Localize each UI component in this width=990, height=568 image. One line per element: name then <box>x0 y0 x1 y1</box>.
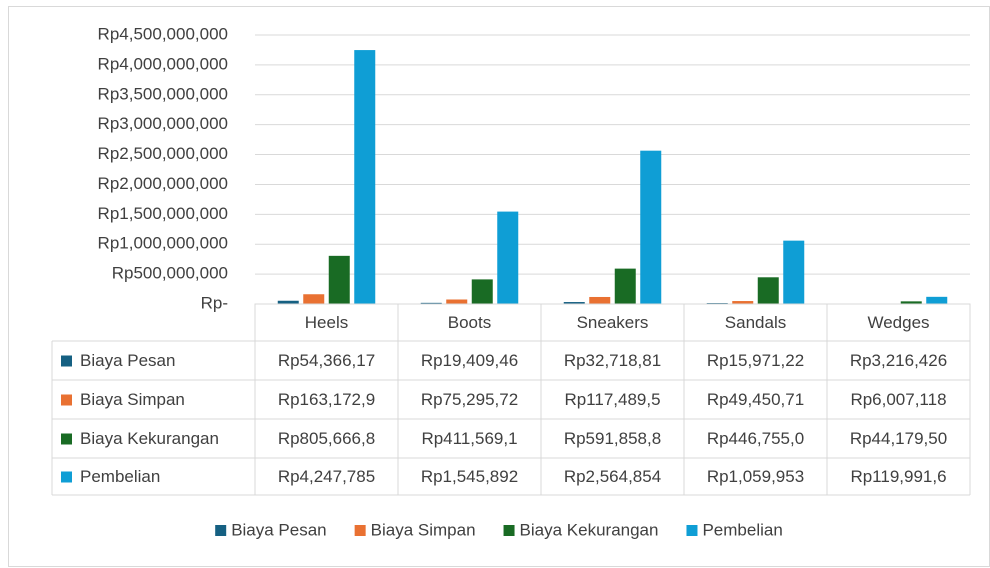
table-value: Rp19,409,46 <box>421 351 518 370</box>
y-tick-label: Rp500,000,000 <box>112 264 228 283</box>
table-value: Rp163,172,9 <box>278 390 375 409</box>
legend-label: Biaya Pesan <box>231 520 326 539</box>
y-tick-label: Rp4,500,000,000 <box>98 24 228 43</box>
table-value: Rp805,666,8 <box>278 429 375 448</box>
x-tick-label: Heels <box>305 313 348 332</box>
bar <box>589 296 611 304</box>
table-value: Rp117,489,5 <box>564 390 660 409</box>
bar <box>614 268 636 304</box>
bar <box>563 302 585 304</box>
y-tick-label: Rp- <box>201 293 228 312</box>
bar <box>732 301 754 304</box>
table-value: Rp6,007,118 <box>850 390 946 409</box>
table-legend-key <box>61 433 72 445</box>
table-legend-key <box>61 394 72 406</box>
legend-key <box>215 525 227 536</box>
table-series-label: Biaya Kekurangan <box>80 429 219 448</box>
bar <box>640 150 662 304</box>
legend-key <box>503 525 515 536</box>
y-tick-label: Rp1,000,000,000 <box>98 234 228 253</box>
x-tick-label: Boots <box>448 313 491 332</box>
bar <box>757 277 779 304</box>
bar <box>497 211 519 304</box>
table-value: Rp2,564,854 <box>564 467 661 486</box>
legend-label: Pembelian <box>702 520 782 539</box>
y-tick-label: Rp3,000,000,000 <box>98 114 228 133</box>
bar <box>277 300 299 304</box>
bar <box>420 302 442 304</box>
table-value: Rp1,059,953 <box>707 467 804 486</box>
legend-key <box>354 525 366 536</box>
x-tick-label: Wedges <box>867 313 929 332</box>
table-value: Rp411,569,1 <box>421 429 517 448</box>
bar <box>926 296 948 304</box>
table-value: Rp1,545,892 <box>421 467 518 486</box>
bar <box>303 294 325 304</box>
table-series-label: Biaya Pesan <box>80 351 175 370</box>
table-series-label: Pembelian <box>80 467 160 486</box>
legend-label: Biaya Kekurangan <box>520 520 659 539</box>
table-value: Rp32,718,81 <box>564 351 661 370</box>
x-tick-label: Sandals <box>725 313 786 332</box>
y-tick-label: Rp4,000,000,000 <box>98 54 228 73</box>
table-value: Rp54,366,17 <box>278 351 375 370</box>
bar <box>900 301 922 304</box>
x-tick-label: Sneakers <box>577 313 649 332</box>
y-tick-label: Rp3,500,000,000 <box>98 84 228 103</box>
table-series-label: Biaya Simpan <box>80 390 185 409</box>
table-value: Rp44,179,50 <box>850 429 947 448</box>
y-tick-label: Rp1,500,000,000 <box>98 204 228 223</box>
bar <box>354 50 376 305</box>
bar <box>471 279 493 304</box>
table-value: Rp75,295,72 <box>421 390 518 409</box>
y-tick-label: Rp2,500,000,000 <box>98 144 228 163</box>
bar <box>328 255 350 304</box>
legend-key <box>686 525 698 536</box>
legend-label: Biaya Simpan <box>371 520 476 539</box>
table-legend-key <box>61 355 72 367</box>
table-value: Rp15,971,22 <box>707 351 804 370</box>
y-tick-label: Rp2,000,000,000 <box>98 174 228 193</box>
bar <box>446 299 468 304</box>
table-value: Rp3,216,426 <box>850 351 947 370</box>
table-value: Rp119,991,6 <box>850 467 946 486</box>
table-value: Rp591,858,8 <box>564 429 661 448</box>
table-value: Rp446,755,0 <box>707 429 804 448</box>
table-value: Rp4,247,785 <box>278 467 375 486</box>
table-value: Rp49,450,71 <box>707 390 804 409</box>
table-legend-key <box>61 471 72 483</box>
bar <box>783 240 805 304</box>
